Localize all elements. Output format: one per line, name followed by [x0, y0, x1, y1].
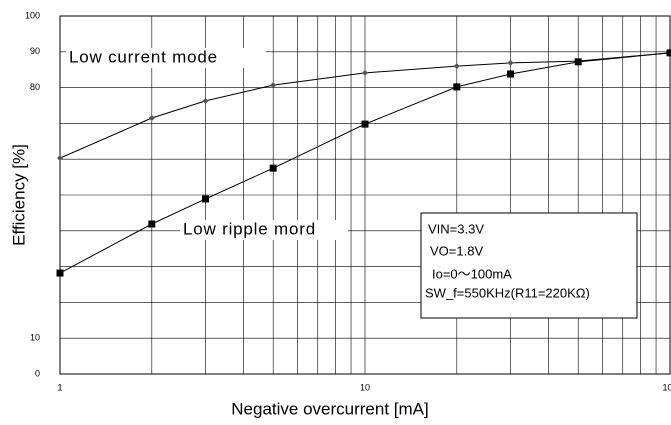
label-background [66, 48, 266, 68]
marker [574, 58, 582, 66]
marker [507, 59, 514, 66]
x-tick-label: 100 [662, 382, 671, 392]
series-label: Low ripple mord [183, 219, 316, 238]
marker [269, 164, 277, 172]
series-label: Low current mode [69, 47, 218, 66]
x-tick-label: 1 [57, 382, 62, 392]
annotation: SW_f=550KHz(R11=220KΩ) [425, 285, 590, 300]
annotation-box [420, 212, 638, 319]
y-tick-label: 100 [25, 10, 40, 20]
annotation: VIN=3.3V [428, 221, 484, 236]
marker [666, 49, 671, 57]
marker [270, 82, 277, 89]
x-tick-label: 10 [360, 382, 370, 392]
annotation: VO=1.8V [430, 243, 483, 258]
marker [57, 155, 63, 162]
y-tick-label: 10 [30, 333, 40, 343]
marker [507, 70, 515, 78]
annotation: Io=0～100mA [432, 266, 512, 281]
marker [148, 115, 155, 122]
marker [362, 69, 368, 76]
label-background [180, 220, 348, 240]
marker [202, 97, 209, 104]
marker [361, 120, 369, 128]
marker [202, 195, 210, 203]
x-axis-label: Negative overcurrent [mA] [231, 399, 428, 418]
y-tick-label: 90 [30, 46, 40, 56]
y-tick-label: 0 [35, 368, 40, 378]
y-axis-label: Efficiency [%] [9, 144, 28, 246]
marker [148, 220, 156, 228]
marker [453, 63, 460, 70]
marker [56, 269, 64, 277]
marker [453, 83, 461, 91]
y-tick-label: 80 [30, 82, 40, 92]
